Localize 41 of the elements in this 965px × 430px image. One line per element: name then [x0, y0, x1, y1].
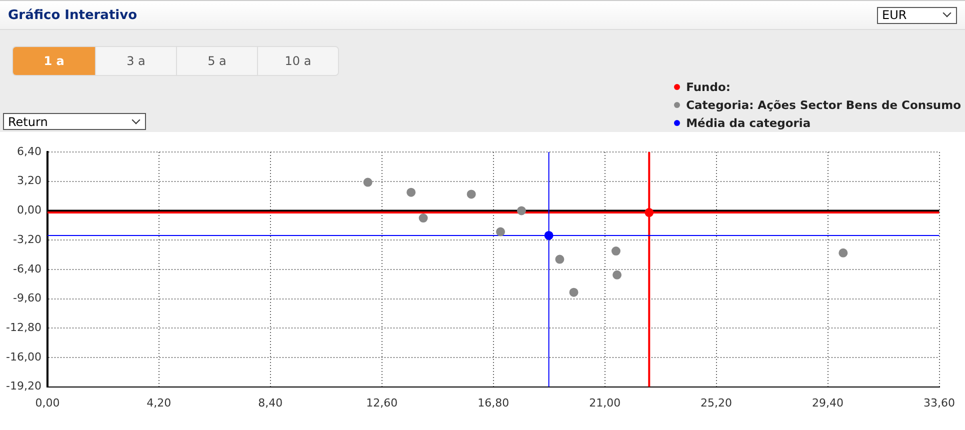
x-tick-label: 21,00	[589, 396, 621, 410]
legend-label: Fundo:	[686, 80, 730, 94]
period-tab: 10 a	[257, 47, 338, 75]
currency-dropdown: EUR	[877, 6, 957, 24]
period-tab: 5 a	[176, 47, 257, 75]
x-tick-label: 33,60	[924, 396, 956, 410]
point	[612, 270, 622, 280]
y-tick-label: -12,80	[6, 320, 42, 334]
point	[544, 230, 554, 240]
x-tick-label: 29,40	[812, 396, 844, 410]
point	[555, 254, 564, 264]
chart-title: Gráfico Interativo	[8, 8, 138, 22]
x-tick-label: 12,60	[366, 396, 398, 410]
x-tick-label: 4,20	[146, 396, 172, 410]
x-tick-label: 25,20	[700, 396, 732, 410]
y-tick-label: -3,20	[12, 232, 42, 246]
point	[406, 188, 416, 197]
point	[838, 248, 848, 258]
x-tick-label: 0,00	[35, 396, 60, 410]
y-tick-label: 6,40	[16, 144, 42, 158]
y-tick-label: -16,00	[6, 350, 42, 364]
point	[611, 246, 620, 256]
x-tick-label: 16,80	[478, 396, 510, 410]
point	[466, 190, 476, 199]
y-tick-label: 0,00	[16, 204, 42, 217]
point	[363, 178, 372, 187]
point	[496, 227, 506, 236]
y-tick-label: -9,60	[12, 292, 42, 305]
measure-dropdown: Return	[3, 113, 146, 130]
y-tick-label: -6,40	[12, 262, 42, 276]
point	[569, 288, 578, 297]
y-tick-label: 3,20	[16, 174, 42, 188]
y-tick-label: -19,20	[6, 380, 42, 393]
point	[516, 206, 526, 216]
period-tab: 1 a	[13, 47, 95, 75]
legend-label: Média da categoria	[686, 116, 811, 130]
legend-label: Categoria: Ações Sector Bens de Consumo	[686, 98, 961, 112]
x-tick-label: 8,40	[258, 396, 283, 410]
point	[644, 208, 654, 218]
period-tab: 3 a	[95, 47, 176, 75]
point	[418, 214, 428, 223]
